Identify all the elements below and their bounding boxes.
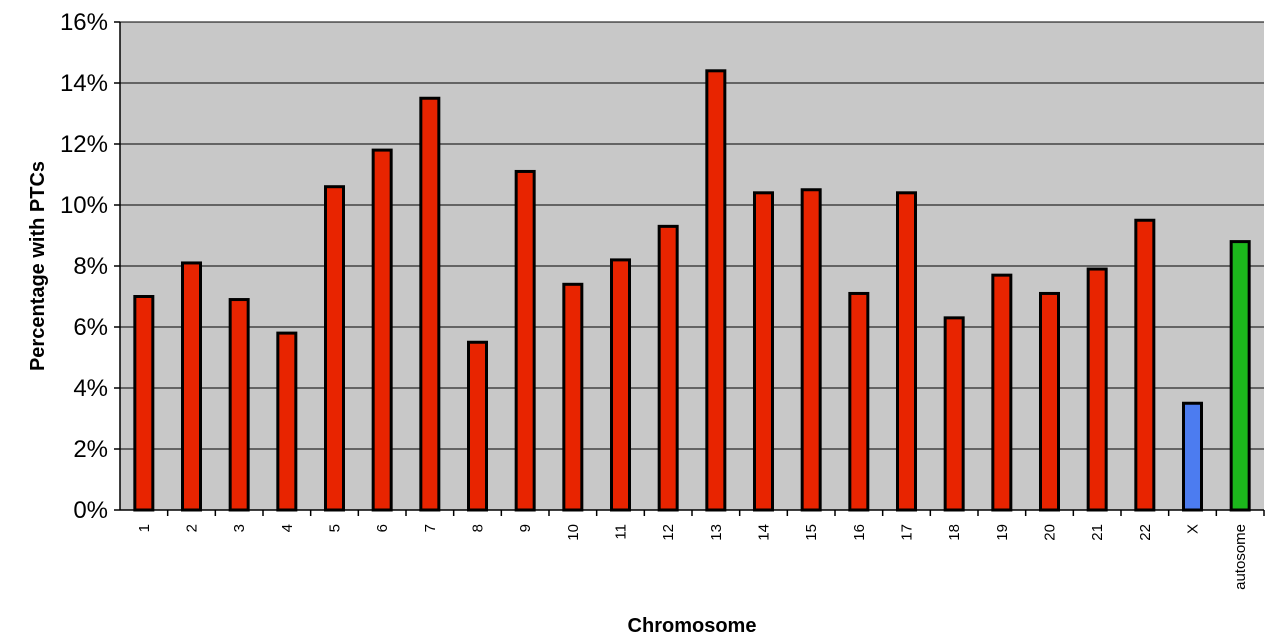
bar-12 xyxy=(657,224,679,512)
x-tick-label: 9 xyxy=(517,524,534,532)
bar-1 xyxy=(133,295,155,512)
y-tick-label: 12% xyxy=(60,131,108,158)
bar-11 xyxy=(610,258,631,512)
x-tick-label: 4 xyxy=(279,524,296,532)
bar-16 xyxy=(848,291,870,512)
bar-19 xyxy=(991,273,1013,512)
bar-5 xyxy=(324,185,345,512)
x-tick-label: 16 xyxy=(851,524,868,541)
x-tick-label: 18 xyxy=(946,524,963,541)
bar-18 xyxy=(943,316,965,512)
bar-4 xyxy=(276,331,298,512)
y-tick-label: 4% xyxy=(73,375,108,402)
x-tick-label: 14 xyxy=(756,524,773,541)
gridlines xyxy=(120,21,1264,450)
bar-10 xyxy=(562,282,584,512)
bar-13 xyxy=(705,69,727,512)
x-tick-label: 21 xyxy=(1089,524,1106,541)
y-tick-label: 8% xyxy=(73,253,108,280)
x-tick-label: 5 xyxy=(327,524,344,532)
x-tick-label: 1 xyxy=(136,524,153,532)
bar-21 xyxy=(1086,267,1108,512)
bar-X xyxy=(1182,401,1203,512)
y-tick-label: 6% xyxy=(73,314,108,341)
bar-6 xyxy=(371,148,393,512)
x-tick-label: 10 xyxy=(565,524,582,541)
x-tick-label: 7 xyxy=(422,524,439,532)
y-tick-label: 10% xyxy=(60,192,108,219)
x-tick-label: X xyxy=(1185,524,1202,534)
x-tick-label: 17 xyxy=(899,524,916,541)
x-tick-label: 12 xyxy=(660,524,677,541)
x-tick-label: 3 xyxy=(231,524,248,532)
y-axis-title: Percentage with PTCs xyxy=(27,161,49,371)
y-tick-label: 0% xyxy=(73,497,108,524)
x-tick-label: autosome xyxy=(1232,524,1249,590)
bar-autosome xyxy=(1229,240,1251,512)
y-tick-label: 16% xyxy=(60,9,108,36)
bar-17 xyxy=(896,191,917,512)
bar-20 xyxy=(1039,291,1060,512)
y-tick-label: 2% xyxy=(73,436,108,463)
x-tick-label: 20 xyxy=(1042,524,1059,541)
x-tick-label: 22 xyxy=(1137,524,1154,541)
x-tick-label: 11 xyxy=(613,524,630,540)
bar-8 xyxy=(467,340,488,512)
x-axis-title: Chromosome xyxy=(628,615,757,637)
bar-15 xyxy=(800,188,822,512)
bar-14 xyxy=(753,191,774,512)
bar-3 xyxy=(228,298,250,512)
x-tick-label: 6 xyxy=(374,524,391,532)
bar-7 xyxy=(419,96,441,512)
y-axis-ticks: 0% 2% 4% 6% 8% 10% 12% 14% 16% xyxy=(60,9,120,524)
x-tick-label: 13 xyxy=(708,524,725,541)
bar-9 xyxy=(514,169,536,512)
x-tick-label: 15 xyxy=(803,524,820,541)
bar-2 xyxy=(181,261,202,512)
bar-22 xyxy=(1134,218,1156,512)
x-tick-label: 19 xyxy=(994,524,1011,541)
x-tick-label: 8 xyxy=(470,524,487,532)
x-tick-label: 2 xyxy=(184,524,201,532)
y-tick-label: 14% xyxy=(60,70,108,97)
